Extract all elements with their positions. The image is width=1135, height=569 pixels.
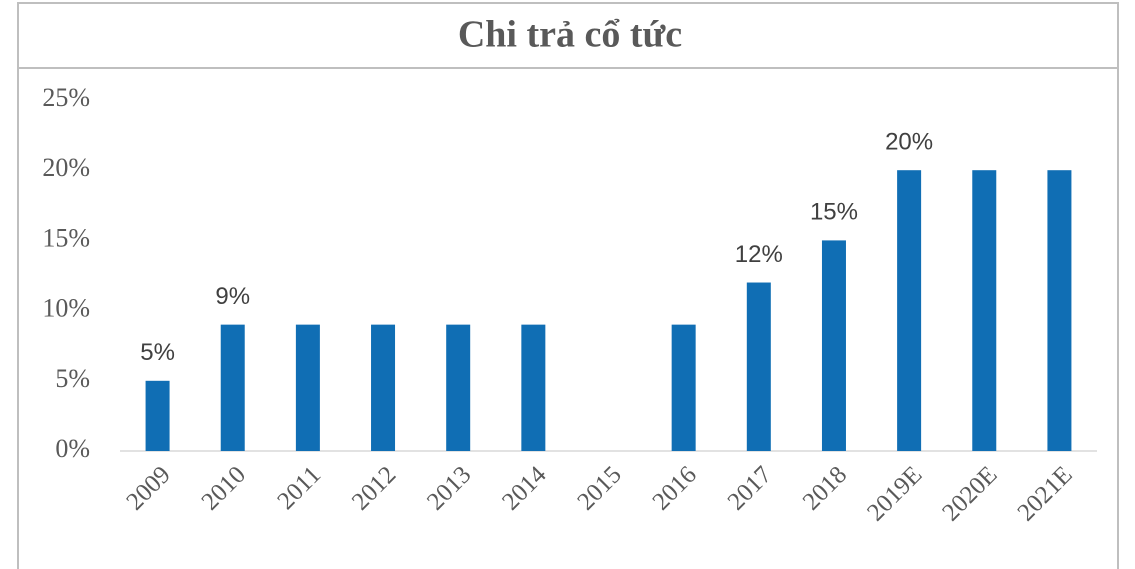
x-tick-label: 2021E: [1012, 461, 1077, 526]
x-tick-label: 2018: [798, 461, 852, 515]
x-tick-label: 2013: [422, 461, 476, 515]
bar: [1047, 170, 1072, 451]
x-tick-label: 2020E: [937, 461, 1002, 526]
data-label: 20%: [885, 129, 933, 156]
bar: [972, 170, 997, 451]
data-label: 9%: [215, 283, 250, 310]
chart-title: Chi trả cổ tức: [458, 14, 682, 56]
bar: [671, 324, 696, 451]
bar: [521, 324, 546, 451]
y-tick-label: 20%: [42, 153, 90, 182]
data-label: 12%: [735, 241, 783, 268]
y-tick-label: 15%: [42, 223, 90, 252]
bar: [220, 324, 245, 451]
x-tick-label: 2016: [648, 461, 702, 515]
bar: [295, 324, 320, 451]
bar: [746, 282, 771, 451]
y-tick-label: 10%: [42, 294, 90, 323]
x-tick-label: 2019E: [862, 461, 927, 526]
bar: [371, 324, 396, 451]
data-label: 5%: [140, 339, 175, 366]
bar: [821, 240, 846, 451]
frame: [17, 2, 1119, 569]
x-tick-label: 2011: [272, 461, 326, 515]
x-tick-label: 2010: [197, 461, 251, 515]
data-label: 15%: [810, 199, 858, 226]
x-tick-label: 2017: [723, 461, 777, 515]
bar: [446, 324, 471, 451]
x-tick-label: 2012: [347, 461, 401, 515]
y-tick-label: 0%: [55, 434, 90, 463]
x-tick-label: 2009: [121, 461, 175, 515]
x-tick-label: 2015: [572, 461, 626, 515]
x-tick-label: 2014: [497, 461, 552, 516]
bar: [145, 380, 170, 451]
bar: [897, 170, 922, 451]
y-tick-label: 5%: [55, 364, 90, 393]
y-tick-label: 25%: [42, 83, 90, 112]
